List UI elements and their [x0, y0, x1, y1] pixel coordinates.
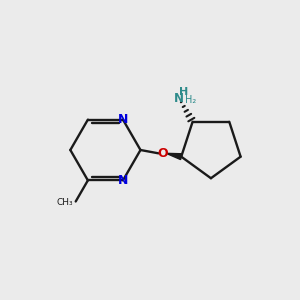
Text: CH₃: CH₃: [57, 198, 73, 207]
Text: N: N: [173, 92, 184, 105]
Text: N: N: [118, 174, 128, 187]
Polygon shape: [166, 153, 182, 160]
Text: N: N: [118, 113, 128, 126]
Text: H₂: H₂: [185, 95, 196, 105]
Text: O: O: [157, 147, 168, 160]
Text: H: H: [179, 87, 188, 97]
